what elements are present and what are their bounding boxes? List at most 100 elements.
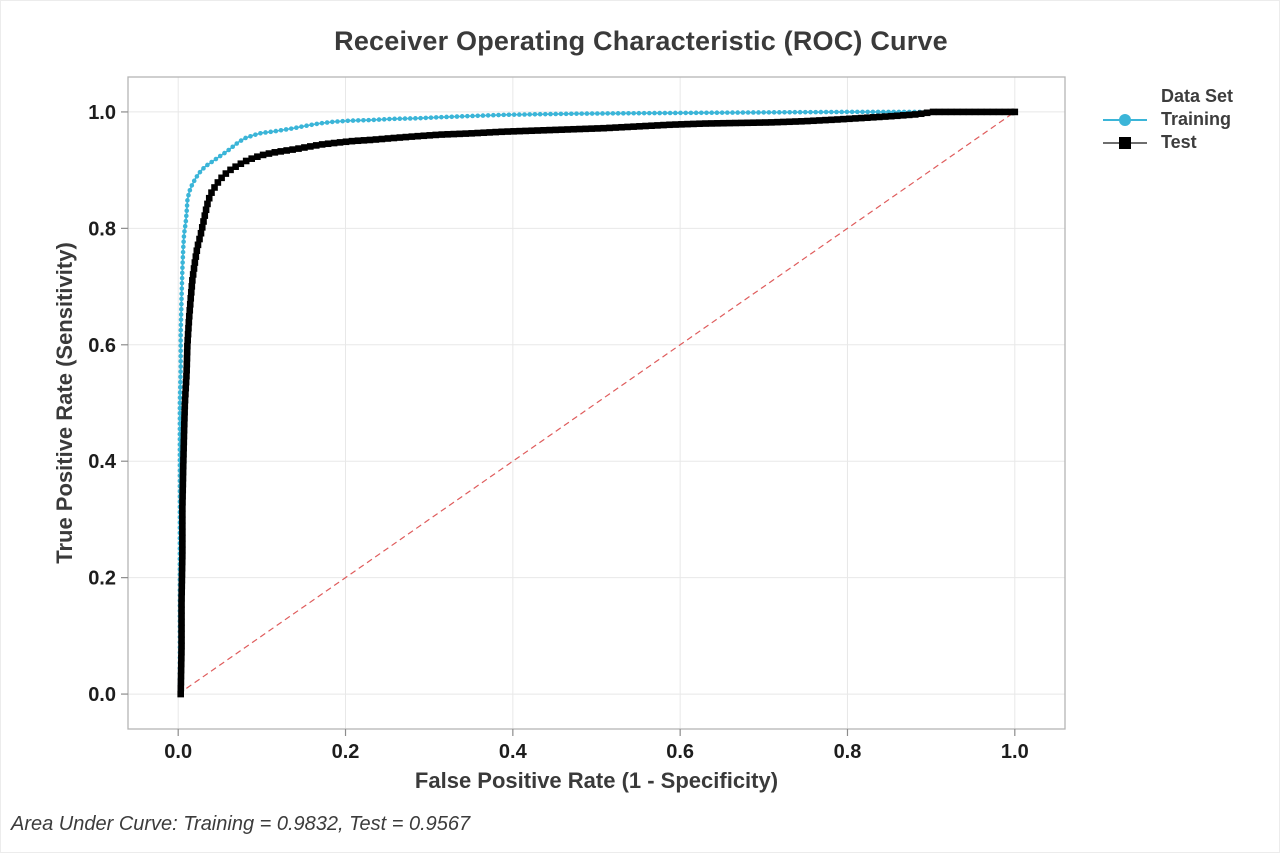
chart-title: Receiver Operating Characteristic (ROC) … xyxy=(334,26,948,56)
training-marker xyxy=(294,125,299,130)
training-marker xyxy=(579,111,585,116)
training-marker xyxy=(180,260,185,265)
test-marker xyxy=(179,516,186,524)
training-marker xyxy=(433,115,439,120)
training-marker xyxy=(366,117,371,123)
training-marker xyxy=(657,110,663,116)
training-marker xyxy=(178,374,183,380)
test-marker xyxy=(179,546,186,554)
training-marker xyxy=(771,110,777,115)
training-marker xyxy=(179,301,184,307)
test-marker xyxy=(462,130,470,137)
training-marker xyxy=(797,109,803,115)
test-marker xyxy=(194,241,202,249)
test-marker xyxy=(624,123,631,131)
test-marker xyxy=(786,118,793,126)
legend-label-training: Training xyxy=(1161,109,1232,129)
training-marker xyxy=(345,118,351,124)
training-marker xyxy=(324,120,330,125)
test-marker xyxy=(178,612,185,620)
test-marker xyxy=(852,115,859,122)
training-marker xyxy=(179,296,184,302)
test-marker xyxy=(504,128,511,135)
x-tick-label: 0.2 xyxy=(332,741,360,763)
test-marker xyxy=(179,552,186,560)
test-marker xyxy=(929,108,937,116)
training-marker xyxy=(787,109,793,115)
training-marker xyxy=(849,109,855,115)
training-marker xyxy=(621,111,626,116)
test-marker xyxy=(762,119,769,126)
test-marker xyxy=(178,588,186,596)
test-marker xyxy=(989,108,997,116)
test-marker xyxy=(182,384,190,392)
training-marker xyxy=(181,239,186,245)
training-marker xyxy=(699,110,704,116)
training-marker xyxy=(725,110,730,115)
training-marker xyxy=(667,110,673,116)
training-marker xyxy=(179,286,185,291)
test-marker xyxy=(265,150,273,157)
training-marker xyxy=(177,405,183,411)
test-marker xyxy=(384,135,392,142)
test-marker xyxy=(768,119,775,126)
test-marker xyxy=(732,119,739,127)
test-marker xyxy=(822,116,829,124)
training-marker xyxy=(553,111,559,117)
test-marker xyxy=(941,108,949,116)
training-marker xyxy=(480,113,486,118)
training-marker xyxy=(181,244,186,250)
training-marker xyxy=(258,130,263,136)
training-marker xyxy=(595,111,600,116)
training-marker xyxy=(501,112,507,118)
y-tick-label: 0.0 xyxy=(88,684,116,706)
training-marker xyxy=(189,183,195,188)
test-marker xyxy=(259,151,267,159)
training-marker xyxy=(543,111,548,117)
training-marker xyxy=(428,115,434,120)
training-marker xyxy=(273,128,279,134)
training-marker xyxy=(381,117,387,122)
training-marker xyxy=(475,113,481,119)
training-marker xyxy=(263,130,268,135)
training-marker xyxy=(782,109,787,115)
legend-item-test: Test xyxy=(1101,131,1233,154)
training-marker xyxy=(178,327,184,333)
training-marker xyxy=(180,255,186,260)
test-marker xyxy=(804,117,811,125)
test-marker xyxy=(774,118,781,126)
training-marker xyxy=(185,198,190,203)
training-marker xyxy=(304,123,309,128)
test-marker xyxy=(186,300,194,308)
test-marker xyxy=(642,122,649,130)
training-marker xyxy=(439,114,444,120)
legend: Data Set Training Test xyxy=(1101,86,1233,154)
training-marker xyxy=(179,270,185,276)
test-marker xyxy=(917,110,925,118)
test-marker xyxy=(242,157,250,165)
training-marker xyxy=(756,110,761,115)
test-marker xyxy=(180,450,187,458)
training-marker xyxy=(194,174,200,179)
training-marker xyxy=(636,110,642,116)
test-marker xyxy=(414,132,422,140)
training-marker xyxy=(283,127,289,132)
y-tick-label: 0.2 xyxy=(88,568,116,590)
test-marker xyxy=(178,594,185,602)
test-marker xyxy=(816,117,823,124)
test-marker xyxy=(666,121,673,129)
test-marker xyxy=(181,408,188,416)
test-marker xyxy=(648,122,655,130)
training-marker xyxy=(376,117,382,122)
training-marker xyxy=(397,116,403,122)
test-marker xyxy=(546,126,553,134)
test-marker xyxy=(480,129,487,137)
test-marker xyxy=(178,618,185,626)
training-marker xyxy=(177,410,183,416)
test-marker xyxy=(237,160,245,168)
test-marker xyxy=(227,166,234,174)
legend-title: Data Set xyxy=(1161,86,1234,106)
training-marker xyxy=(191,178,197,184)
test-marker xyxy=(594,125,601,132)
test-marker xyxy=(178,654,185,662)
